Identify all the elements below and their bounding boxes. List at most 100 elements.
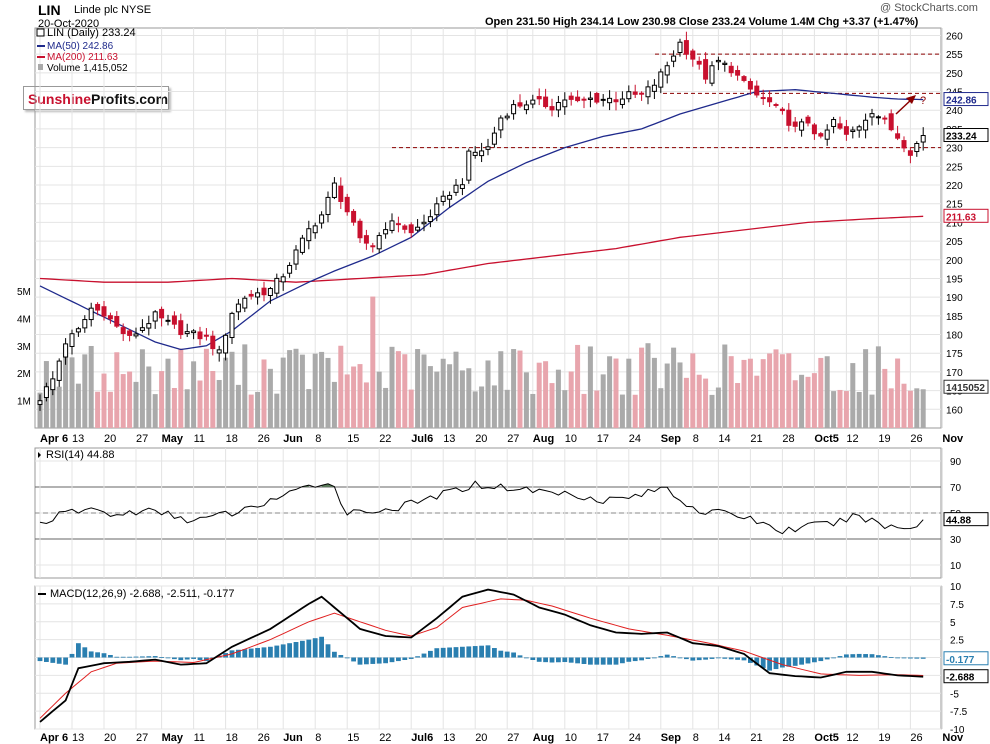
- x-tick-label: 8: [315, 433, 321, 445]
- candle-body: [664, 65, 670, 76]
- candle-body: [191, 330, 197, 334]
- rsi-tick-label: 30: [950, 535, 962, 546]
- macd-x-tick-label: 28: [782, 732, 794, 744]
- candle-body: [850, 129, 856, 133]
- volume-bar: [767, 353, 773, 428]
- macd-x-tick-label: May: [162, 732, 184, 744]
- macd-hist-bar: [357, 657, 363, 665]
- volume-bar: [747, 358, 753, 428]
- macd-legend: MACD(12,26,9) -2.688, -2.511, -0.177: [50, 588, 234, 600]
- volume-bar: [530, 393, 536, 428]
- macd-hist-bar: [581, 657, 587, 664]
- volume-bar: [613, 358, 619, 428]
- volume-bar: [459, 370, 465, 428]
- macd-hist-bar: [485, 645, 491, 658]
- candle-body: [389, 220, 395, 231]
- volume-bar: [901, 383, 907, 428]
- price-tick-label: 225: [946, 162, 963, 173]
- price-tick-label: 205: [946, 237, 963, 248]
- x-tick-label: Nov: [942, 433, 964, 445]
- macd-hist-bar: [914, 657, 920, 659]
- volume-value-tag: 1415052: [946, 383, 985, 394]
- macd-hist-bar: [536, 657, 542, 662]
- candle-body: [581, 98, 587, 101]
- volume-bar: [920, 389, 926, 428]
- volume-bar: [299, 354, 305, 428]
- macd-x-tick-label: 14: [718, 732, 730, 744]
- macd-hist-bar: [556, 657, 561, 663]
- macd-hist-bar: [146, 656, 152, 658]
- rsi-fill-area: [321, 483, 335, 487]
- macd-hist-bar: [114, 656, 120, 658]
- x-tick-label: 28: [782, 433, 794, 445]
- candle-body: [299, 237, 305, 253]
- volume-axis: 1M 2M 3M 4M 5M 1415052: [17, 287, 989, 408]
- arrow-head: [906, 95, 916, 104]
- macd-hist-bar: [792, 657, 798, 666]
- candle-body: [741, 76, 747, 81]
- volume-bar: [248, 394, 254, 428]
- volume-bar: [626, 358, 632, 428]
- x-tick-label: Jun: [283, 433, 303, 445]
- x-tick-label: Apr 6: [40, 433, 68, 445]
- volume-bar: [95, 391, 101, 428]
- candle-body: [133, 333, 139, 337]
- candle-body: [619, 98, 625, 105]
- macd-hist-bar: [895, 657, 900, 659]
- legend-ma200: MA(200) 211.63: [47, 52, 118, 63]
- macd-hist-bar: [760, 657, 766, 669]
- macd-hist-bar: [197, 657, 203, 661]
- candle-body: [683, 40, 689, 55]
- candle-body: [434, 203, 440, 216]
- price-x-axis: Apr 6 13 20 27 May 11 18 26 Jun 8 15 22 Jul6 13 20 27 Au…: [40, 433, 964, 445]
- candle-body: [869, 113, 875, 118]
- volume-bar: [645, 343, 651, 428]
- macd-x-tick-label: 27: [507, 732, 519, 744]
- volume-bar: [523, 372, 529, 428]
- legend-ma50: MA(50) 242.86: [47, 41, 114, 52]
- macd-x-tick-label: 8: [693, 732, 699, 744]
- candle-body: [408, 224, 414, 234]
- candle-body: [882, 117, 888, 120]
- candle-body: [651, 84, 657, 92]
- candle-body: [824, 129, 830, 140]
- candle-body: [613, 99, 619, 103]
- volume-bar: [728, 356, 734, 428]
- candle-body: [600, 98, 606, 101]
- macd-x-tick-label: 10: [565, 732, 577, 744]
- volume-bar: [517, 350, 523, 428]
- macd-hist-bar: [159, 657, 164, 658]
- macd-hist-bar: [632, 657, 638, 662]
- volume-bar: [274, 393, 280, 428]
- x-tick-label: Oct5: [814, 433, 838, 445]
- volume-bar: [658, 388, 664, 428]
- macd-hist-bar: [236, 649, 241, 658]
- macd-hist-bar: [165, 657, 171, 659]
- macd-hist-bar: [639, 657, 644, 661]
- volume-bar: [779, 354, 785, 428]
- volume-bar: [293, 348, 299, 428]
- candle-body: [888, 113, 894, 131]
- volume-bar: [805, 376, 811, 428]
- candle-body: [255, 292, 261, 298]
- volume-bar: [357, 364, 363, 428]
- volume-bar: [216, 379, 222, 428]
- candle-body: [568, 95, 574, 100]
- macd-hist-bar: [684, 657, 689, 660]
- candle-body: [223, 334, 229, 354]
- macd-hist-bar: [63, 657, 68, 665]
- volume-bar: [408, 389, 414, 428]
- volume-bar: [223, 357, 229, 428]
- macd-hist-bar: [856, 653, 862, 658]
- macd-hist-bar: [812, 657, 817, 663]
- macd-hist-bar: [344, 657, 350, 659]
- macd-tick-label: -7.5: [950, 707, 968, 718]
- volume-bars: [37, 296, 926, 428]
- volume-bar: [165, 358, 171, 428]
- volume-bar: [671, 347, 677, 428]
- volume-bar: [619, 394, 625, 428]
- ma200-value-tag-box: [943, 208, 989, 223]
- macd-hist-bar: [184, 657, 190, 660]
- volume-bar: [331, 381, 337, 428]
